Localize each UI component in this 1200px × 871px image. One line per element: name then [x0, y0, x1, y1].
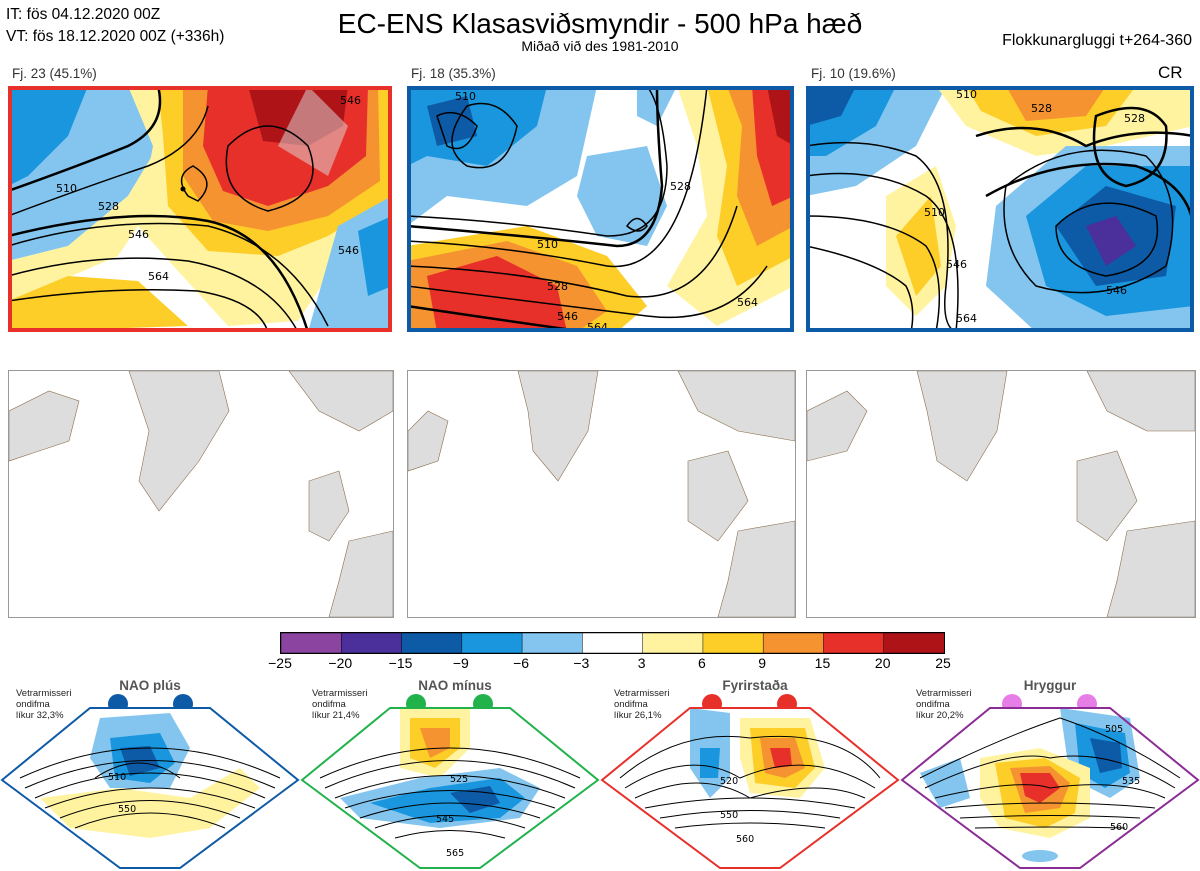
colorbar	[280, 632, 945, 654]
colorbar-ticks: −25 −20 −15 −9 −6 −3 3 6 9 15 20 25	[260, 655, 960, 675]
cluster-frame	[407, 86, 794, 332]
colorbar-tick-label: −3	[573, 655, 590, 671]
cluster-map-2: 510 528 510 528 546 564 564	[407, 86, 794, 332]
colorbar-tick-label: 6	[698, 655, 706, 671]
colorbar-tick-label: 15	[814, 655, 831, 671]
colorbar-tick-label: −20	[328, 655, 353, 671]
classification-window: Flokkunargluggi t+264-360	[1002, 32, 1192, 49]
contour-label: 535	[1122, 776, 1140, 787]
regime-panel-nao-plus: NAO plús Vetrarmisseri ondifma líkur 32,…	[0, 678, 300, 871]
colorbar-tick-label: −6	[513, 655, 530, 671]
colorbar-swatch	[521, 632, 584, 654]
colorbar-tick-label: 9	[758, 655, 767, 671]
contour-label: 510	[56, 182, 77, 195]
contour-label: 546	[946, 258, 967, 271]
cluster-2-label: Fj. 18 (35.3%)	[411, 66, 496, 81]
contour-label: 505	[1105, 724, 1123, 735]
regime-text: Vetrarmisseri ondifma líkur 32,3%	[16, 688, 72, 721]
colorbar-swatch	[280, 632, 343, 654]
regime-name: NAO plús	[119, 678, 181, 693]
regime-code: CR	[1158, 63, 1183, 82]
contour-label: 546	[557, 310, 578, 323]
colorbar-tick-label: −15	[388, 655, 413, 671]
contour-label: 550	[720, 810, 738, 821]
colorbar-swatch	[341, 632, 403, 654]
contour-label: 564	[587, 321, 608, 332]
colorbar-swatch	[582, 632, 644, 654]
contour-label: 560	[1110, 822, 1128, 833]
regime-frame	[300, 707, 600, 869]
regime-panel-ridge: Hryggur Vetrarmisseri ondifma líkur 20,2…	[900, 678, 1200, 871]
contour-label: 546	[1106, 284, 1127, 297]
colorbar-swatch	[823, 632, 885, 654]
contour-label: 550	[118, 804, 136, 815]
cluster-map-1: 546 510 528 546 564 546	[8, 86, 392, 332]
page-title: EC-ENS Klasasviðsmyndir - 500 hPa hæð	[337, 8, 863, 39]
header-times: IT: fös 04.12.2020 00Z VT: fös 18.12.202…	[6, 4, 224, 48]
contour-label: 564	[148, 270, 169, 283]
contour-label: 510	[924, 206, 945, 219]
colorbar-swatch	[762, 632, 825, 654]
contour-label: 510	[455, 90, 476, 103]
colorbar-swatch	[461, 632, 523, 654]
colorbar-swatch	[401, 632, 463, 654]
contour-label: 546	[340, 94, 361, 107]
background-map-1	[8, 370, 394, 618]
contour-label: 564	[956, 312, 977, 325]
background-map-2	[407, 370, 796, 618]
contour-label: 545	[436, 814, 454, 825]
contour-label: 546	[338, 244, 359, 257]
colorbar-swatch	[702, 632, 764, 654]
cluster-3-label: Fj. 10 (19.6%)	[811, 66, 896, 81]
cluster-frame	[8, 86, 392, 332]
contour-label: 528	[98, 200, 119, 213]
regime-text: Vetrarmisseri ondifma líkur 21,4%	[312, 688, 368, 721]
regime-frame	[0, 707, 300, 869]
contour-label: 528	[1124, 112, 1145, 125]
page-subtitle: Miðað við des 1981-2010	[521, 38, 679, 54]
regime-panel-nao-minus: NAO mínus Vetrarmisseri ondifma líkur 21…	[300, 678, 600, 871]
cluster-map-3: 510 528 528 546 546 564 510	[806, 86, 1194, 332]
contour-label: 525	[450, 774, 468, 785]
contour-label: 546	[128, 228, 149, 241]
contour-label: 528	[1031, 102, 1052, 115]
valid-time: VT: fös 18.12.2020 00Z (+336h)	[6, 28, 225, 45]
colorbar-tick-label: 25	[935, 655, 951, 671]
contour-label: 510	[956, 88, 977, 101]
init-time: IT: fös 04.12.2020 00Z	[6, 6, 161, 23]
contour-label: 510	[537, 238, 558, 251]
regime-name: Hryggur	[1023, 678, 1077, 693]
contour-label: 520	[720, 776, 738, 787]
contour-label: 528	[547, 280, 568, 293]
contour-label: 528	[670, 180, 691, 193]
regime-frame	[600, 707, 900, 869]
background-map-3	[806, 370, 1196, 618]
contour-label: 510	[108, 772, 126, 783]
contour-label: 565	[446, 848, 464, 859]
regime-name: NAO mínus	[418, 678, 492, 693]
regime-frame	[900, 707, 1200, 869]
colorbar-swatch	[883, 632, 945, 654]
colorbar-tick-label: 20	[874, 655, 891, 671]
contour-label: 560	[736, 834, 754, 845]
colorbar-tick-label: −9	[452, 655, 469, 671]
colorbar-swatch	[642, 632, 704, 654]
contour-label: 564	[737, 296, 758, 309]
regime-text: Vetrarmisseri ondifma líkur 20,2%	[916, 688, 972, 721]
regime-name: Fyrirstaða	[722, 678, 788, 693]
cluster-1-label: Fj. 23 (45.1%)	[12, 66, 97, 81]
regime-panel-blocking: Fyrirstaða Vetrarmisseri ondifma líkur 2…	[600, 678, 900, 871]
colorbar-tick-label: −25	[268, 655, 292, 671]
regime-text: Vetrarmisseri ondifma líkur 26,1%	[614, 688, 670, 721]
colorbar-swatches	[280, 632, 945, 654]
cluster-frame	[806, 86, 1194, 332]
colorbar-tick-label: 3	[637, 655, 646, 671]
